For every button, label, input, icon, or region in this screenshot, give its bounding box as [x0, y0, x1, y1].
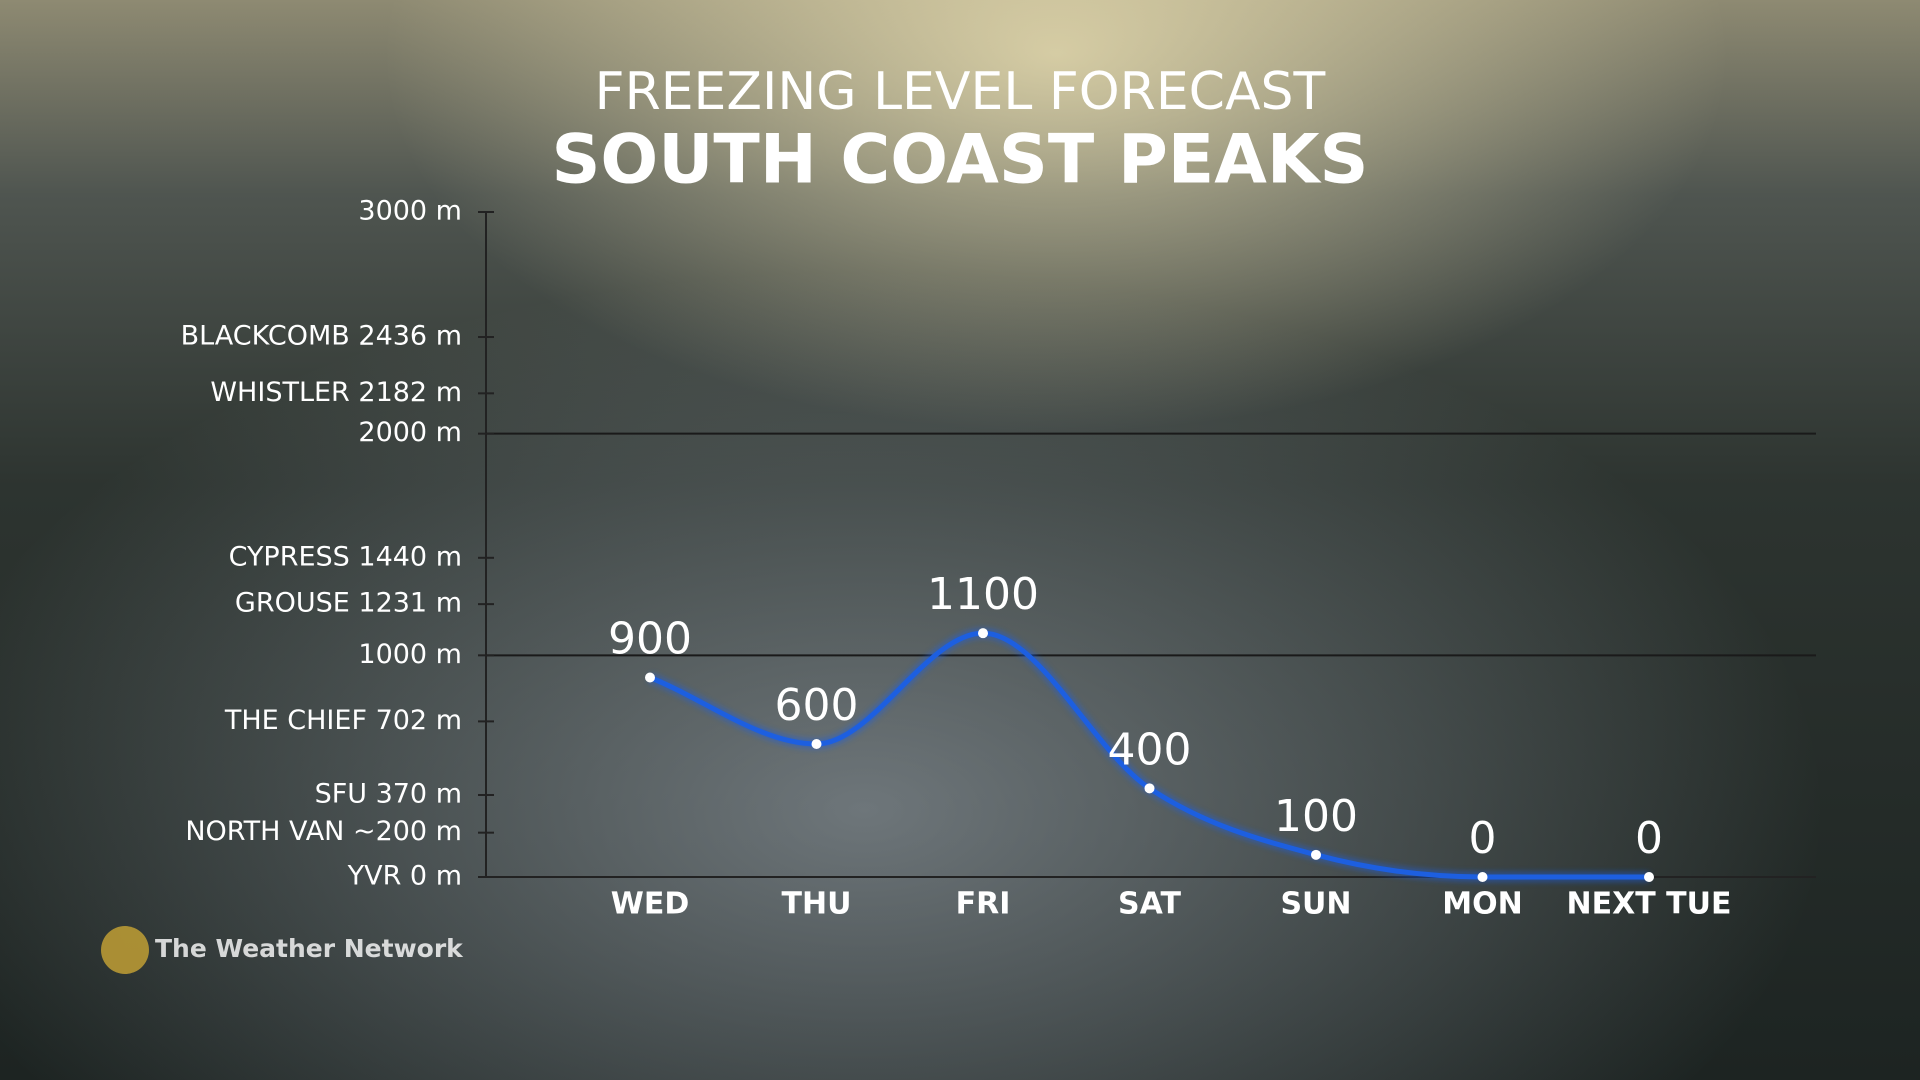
point [811, 739, 822, 749]
y-tick-label: WHISTLER 2182 m [210, 377, 462, 408]
x-tick-label: WED [611, 887, 690, 922]
point [645, 672, 655, 683]
logo-icon [101, 926, 149, 974]
point [1644, 872, 1654, 882]
x-tick-label: NEXT TUE [1567, 887, 1732, 922]
x-tick-label: MON [1442, 887, 1522, 922]
y-tick-label: GROUSE 1231 m [235, 588, 462, 619]
y-tick-label: THE CHIEF 702 m [224, 705, 462, 736]
logo: The Weather Network [101, 926, 464, 974]
logo-text: The Weather Network [155, 934, 464, 963]
value-label: 900 [608, 614, 692, 665]
value-label: 0 [1635, 813, 1663, 864]
point [1477, 872, 1488, 882]
y-tick-label: 3000 m [358, 196, 462, 227]
value-label: 600 [775, 680, 859, 731]
value-label: 100 [1274, 791, 1358, 842]
y-tick-label: SFU 370 m [315, 778, 462, 809]
x-tick-label: THU [782, 887, 852, 922]
point [978, 628, 988, 639]
y-tick-label: BLACKCOMB 2436 m [181, 321, 462, 352]
chart-title: FREEZING LEVEL FORECAST [595, 62, 1326, 122]
point [1144, 783, 1155, 794]
y-tick-label: NORTH VAN ~200 m [185, 816, 462, 847]
value-label: 400 [1108, 724, 1192, 775]
y-tick-label: YVR 0 m [347, 861, 462, 892]
x-tick-label: SAT [1118, 887, 1181, 922]
y-tick-label: CYPRESS 1440 m [229, 541, 462, 572]
value-label: 1100 [927, 569, 1039, 620]
y-tick-label: 1000 m [358, 639, 462, 670]
point [1311, 849, 1321, 860]
y-tick-label: 2000 m [358, 417, 462, 448]
chart-subtitle: SOUTH COAST PEAKS [551, 121, 1368, 200]
x-tick-label: FRI [956, 887, 1011, 922]
value-label: 0 [1469, 813, 1497, 864]
x-tick-label: SUN [1280, 887, 1351, 922]
